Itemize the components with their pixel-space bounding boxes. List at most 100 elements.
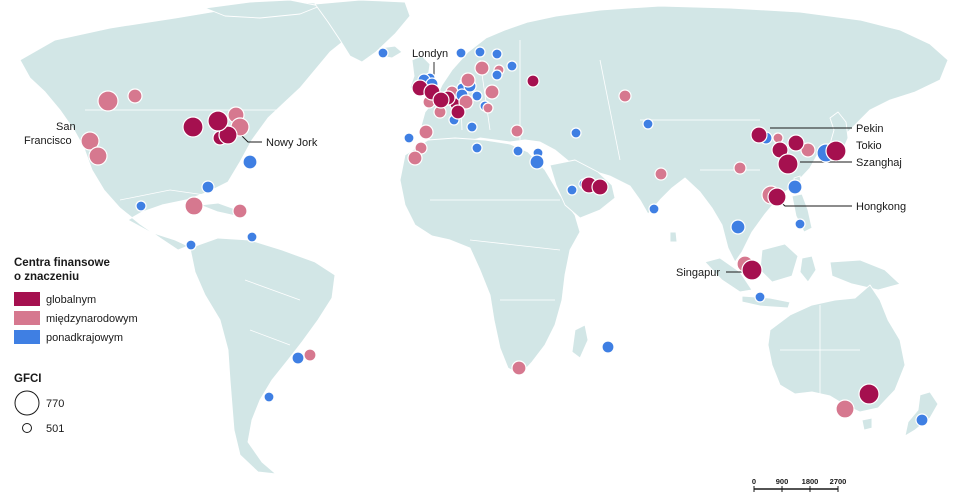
transnational-center-marker [754,291,766,303]
label-san-francisco-line1: San [56,121,76,133]
international-center-marker [460,72,476,88]
international-center-marker [303,348,317,362]
global-center-marker [591,178,609,196]
label-singapore: Singapur [676,267,720,279]
label-tokyo: Tokio [856,140,882,152]
size-legend: GFCI 770 501 [14,373,64,435]
size-legend-max-label: 770 [46,398,64,410]
international-center-marker [418,124,434,140]
label-london: Londyn [412,48,448,60]
legend-title-line1: Centra finansowe [14,257,110,269]
tasmania [861,417,873,431]
transnational-center-marker [291,351,305,365]
transnational-center-marker [601,340,615,354]
scale-tick-0: 0 [752,477,756,486]
new-guinea [829,259,901,291]
international-center-marker [127,88,143,104]
transnational-center-marker [135,200,147,212]
greenland [314,0,411,63]
south-america [189,237,336,475]
global-center-marker [182,116,204,138]
transnational-center-marker [642,118,654,130]
global-center-marker [218,125,238,145]
philippines [791,193,813,233]
label-shanghai: Szanghaj [856,157,902,169]
financial-center-markers [80,46,929,427]
international-center-marker [80,131,100,151]
global-center-marker [207,110,229,132]
global-center-marker [858,383,880,405]
size-legend-min-label: 501 [46,423,64,435]
transnational-center-marker [377,47,389,59]
legend-label-global: globalnym [46,294,96,306]
label-san-francisco-line2: Francisco [24,135,72,147]
sulawesi [799,255,817,283]
global-center-marker [741,259,763,281]
label-hong-kong: Hongkong [856,201,906,213]
international-center-marker [184,196,204,216]
transnational-center-marker [506,60,518,72]
transnational-center-marker [491,48,503,60]
international-center-marker [458,94,474,110]
transnational-center-marker [242,154,258,170]
international-center-marker [232,203,248,219]
hong-kong-leader [775,197,852,207]
transnational-center-marker [648,203,660,215]
transnational-center-marker [794,218,806,230]
transnational-center-marker [185,239,197,251]
category-legend: Centra finansowe o znaczeniu globalnym m… [14,257,138,344]
transnational-center-marker [570,127,582,139]
size-legend-small-circle [22,423,32,433]
international-center-marker [835,399,855,419]
transnational-center-marker [566,184,578,196]
java [741,295,791,309]
transnational-center-marker [491,69,503,81]
legend-swatch-international [14,311,40,325]
transnational-center-marker [455,47,467,59]
international-center-marker [88,146,108,166]
transnational-center-marker [730,219,746,235]
global-center-marker [777,153,799,175]
transnational-center-marker [474,46,486,58]
size-legend-title: GFCI [14,373,41,385]
scale-tick-1800: 1800 [802,477,819,486]
legend-label-international: międzynarodowym [46,313,138,325]
country-borders [85,40,860,395]
international-center-marker [618,89,632,103]
arctic-islands [204,0,321,19]
global-center-marker [450,104,466,120]
landmasses [19,0,949,475]
global-center-marker [526,74,540,88]
transnational-center-marker [471,90,483,102]
international-center-marker [510,124,524,138]
global-center-marker [432,91,450,109]
global-center-marker [750,126,768,144]
global-center-marker [767,187,787,207]
legend-label-transnational: ponadkrajowym [46,332,123,344]
legend-swatch-global [14,292,40,306]
transnational-center-marker [263,391,275,403]
sri-lanka [669,231,678,243]
international-center-marker [511,360,527,376]
transnational-center-marker [201,180,215,194]
australia [767,284,906,413]
sumatra [704,257,753,293]
borneo [759,243,799,283]
international-center-marker [733,161,747,175]
scale-tick-900: 900 [776,477,789,486]
international-center-marker [654,167,668,181]
international-center-marker [482,102,494,114]
scale-bar: 0 900 1800 2700 [752,477,846,492]
transnational-center-marker [246,231,258,243]
size-legend-large-circle [14,390,40,416]
transnational-center-marker [512,145,524,157]
transnational-center-marker [466,121,478,133]
international-center-marker [97,90,119,112]
legend-title-line2: o znaczeniu [14,271,79,283]
transnational-center-marker [915,413,929,427]
international-center-marker [800,142,816,158]
label-beijing: Pekin [856,123,884,135]
city-labels: Londyn San Francisco Nowy Jork Pekin Tok… [24,48,906,279]
